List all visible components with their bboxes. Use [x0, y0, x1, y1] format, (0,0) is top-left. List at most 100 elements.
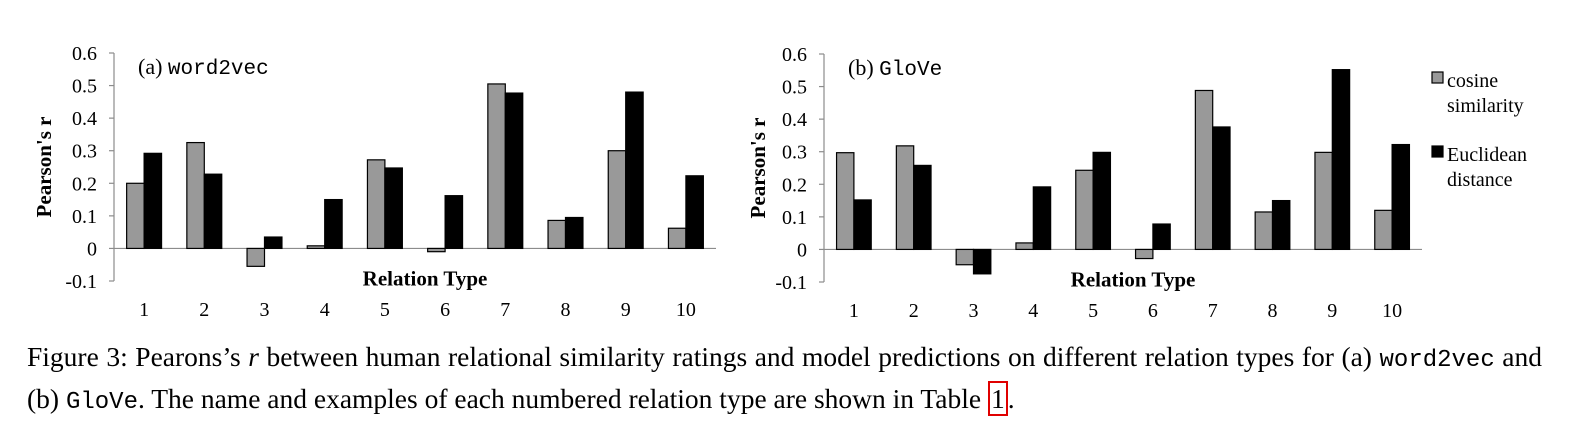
- bar-euclidean-3: [263, 236, 283, 250]
- bar-euclidean-1: [853, 199, 872, 251]
- bar-euclidean-6: [444, 195, 464, 250]
- bar-euclidean-8: [1271, 199, 1291, 251]
- x-tick-label-6: 6: [1148, 300, 1158, 322]
- bar-euclidean-9: [625, 91, 644, 250]
- bar-euclidean-5: [1092, 151, 1112, 251]
- x-tick-label-1: 1: [849, 300, 859, 322]
- x-tick-label-5: 5: [380, 299, 390, 321]
- table-reference-link[interactable]: 1: [988, 381, 1008, 416]
- legend: cosine similarity Euclidean distance: [1431, 70, 1527, 191]
- caption-text-3: and (b): [27, 341, 1542, 414]
- bar-euclidean-10: [1391, 143, 1411, 251]
- bar-cosine-4: [1015, 242, 1034, 251]
- x-tick-label-7: 7: [500, 299, 510, 321]
- y-tick-label: 0.5: [72, 76, 97, 98]
- y-tick-label: 0.3: [782, 142, 807, 164]
- bar-cosine-9: [1314, 151, 1333, 251]
- bar-euclidean-5: [384, 167, 403, 250]
- bar-euclidean-4: [324, 198, 343, 250]
- x-axis-label: Relation Type: [363, 266, 488, 290]
- x-tick-label-9: 9: [1327, 300, 1337, 322]
- x-tick-label-8: 8: [561, 299, 571, 321]
- bar-cosine-6: [427, 247, 446, 253]
- y-tick-label: 0.4: [782, 109, 807, 131]
- bar-euclidean-9: [1331, 69, 1351, 251]
- bar-euclidean-1: [143, 152, 163, 250]
- y-axis-label: Pearson's r: [32, 117, 56, 218]
- x-tick-label-8: 8: [1268, 300, 1278, 322]
- legend-label-line2: similarity: [1447, 95, 1524, 117]
- bar-cosine-2: [186, 141, 205, 250]
- x-tick-label-10: 10: [1382, 300, 1402, 322]
- chart-title-model: word2vec: [168, 58, 269, 81]
- x-tick-label-7: 7: [1208, 300, 1218, 322]
- bar-euclidean-2: [913, 164, 932, 251]
- y-tick-label: 0.2: [782, 174, 807, 196]
- y-tick-label: 0.3: [72, 141, 97, 163]
- x-tick-label-3: 3: [260, 299, 270, 321]
- x-tick-label-2: 2: [909, 300, 919, 322]
- bar-cosine-9: [607, 150, 627, 250]
- x-tick-label-1: 1: [139, 299, 149, 321]
- bar-cosine-1: [835, 152, 855, 251]
- y-tick-label: 0: [87, 238, 97, 260]
- y-tick-label: 0.1: [782, 207, 807, 229]
- bar-euclidean-7: [1212, 126, 1231, 251]
- caption-code-glove: GloVe: [65, 389, 138, 416]
- chart-a-word2vec: 0.6 0.5 0.4 0.3 0.2 0.1 0 -0.1 1 2 3 4 5 6 7 8 9 10 Relati…: [32, 43, 716, 321]
- legend-label-line2: distance: [1447, 169, 1513, 191]
- y-axis-label: Pearson's r: [746, 118, 770, 219]
- bar-cosine-1: [126, 182, 145, 250]
- y-tick-label: -0.1: [65, 271, 97, 293]
- bar-euclidean-7: [504, 92, 524, 250]
- chart-title-panel: (a): [138, 54, 168, 79]
- caption-text-4: . The name and examples of each numbered…: [137, 383, 988, 414]
- caption-text-2: between human relational similarity rati…: [258, 341, 1380, 372]
- x-tick-label-9: 9: [621, 299, 631, 321]
- x-tick-label-4: 4: [1028, 300, 1038, 322]
- bar-cosine-10: [1374, 209, 1393, 251]
- x-tick-label-5: 5: [1088, 300, 1098, 322]
- legend-label-line1: Euclidean: [1447, 144, 1527, 166]
- y-tick-label: 0.6: [72, 43, 97, 65]
- caption-text-5: .: [1007, 383, 1015, 414]
- bar-cosine-8: [1254, 211, 1274, 251]
- x-axis-label: Relation Type: [1071, 267, 1196, 291]
- bar-cosine-5: [1075, 169, 1094, 251]
- x-tick-label-10: 10: [676, 299, 696, 321]
- legend-label-line1: cosine: [1447, 70, 1498, 92]
- bar-cosine-4: [306, 245, 326, 250]
- y-tick-label: 0: [797, 239, 807, 261]
- bar-cosine-10: [667, 227, 687, 250]
- chart-title-panel: (b): [848, 55, 879, 80]
- bar-cosine-5: [366, 159, 386, 250]
- x-tick-label-3: 3: [969, 300, 979, 322]
- y-tick-label: 0.1: [72, 206, 97, 228]
- bar-euclidean-10: [685, 175, 704, 250]
- bar-cosine-8: [547, 219, 567, 250]
- caption-r: r: [248, 341, 259, 372]
- y-tick-label: 0.2: [72, 173, 97, 195]
- bar-cosine-7: [487, 83, 506, 250]
- caption-code-word2vec: word2vec: [1379, 347, 1495, 374]
- chart-title: (b) GloVe: [848, 55, 942, 82]
- bar-euclidean-3: [972, 248, 992, 275]
- x-tick-label-4: 4: [320, 299, 330, 321]
- chart-b-glove: 0.6 0.5 0.4 0.3 0.2 0.1 0 -0.1 1 2 3 4 5 6 7 8 9 10 Relati…: [746, 44, 1422, 322]
- chart-title-model: GloVe: [879, 59, 942, 82]
- figure-charts: 0.60.50.40.30.20.10-0.11 2 3 4 5 6 7 8 9 10Relati…: [32, 43, 1527, 322]
- bar-cosine-7: [1194, 89, 1214, 251]
- bar-euclidean-4: [1032, 186, 1052, 251]
- bar-cosine-2: [895, 145, 915, 251]
- y-tick-label: 0.6: [782, 44, 807, 66]
- bar-euclidean-6: [1152, 223, 1171, 251]
- legend-swatch-cosine: [1431, 71, 1444, 84]
- x-tick-label-6: 6: [440, 299, 450, 321]
- legend-swatch-euclidean: [1431, 145, 1444, 158]
- bar-euclidean-2: [203, 173, 223, 250]
- bar-cosine-3: [246, 247, 266, 267]
- figure-caption: Figure 3: Pearons’s r between human rela…: [27, 338, 1542, 422]
- y-tick-label: 0.4: [72, 108, 97, 130]
- x-tick-label-2: 2: [199, 299, 209, 321]
- caption-text-1: Figure 3: Pearons’s: [27, 341, 249, 372]
